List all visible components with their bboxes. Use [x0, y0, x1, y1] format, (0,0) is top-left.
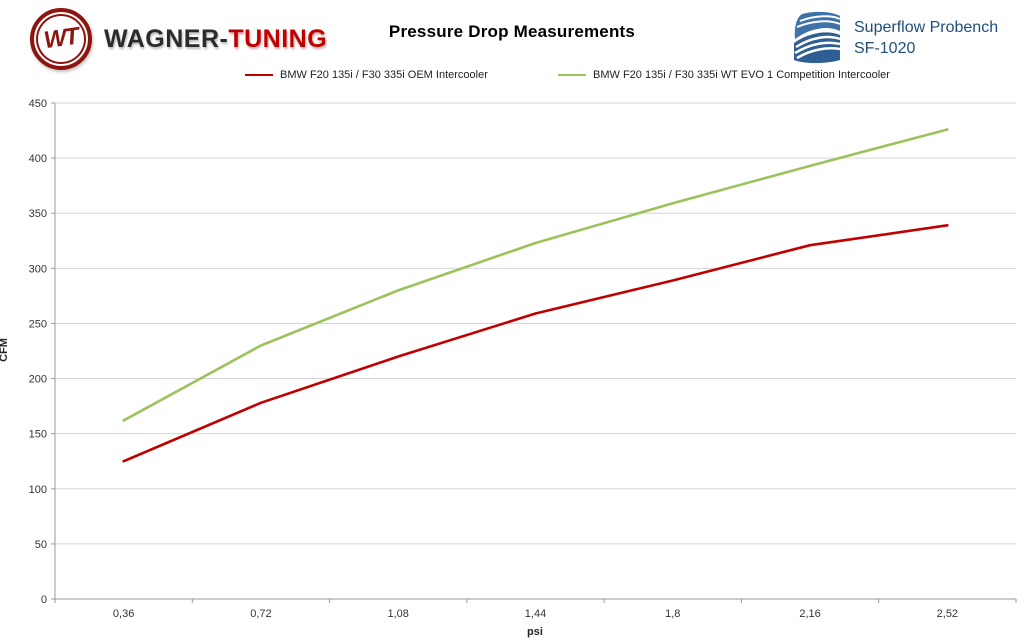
page-title: Pressure Drop Measurements: [388, 22, 636, 41]
svg-text:0,36: 0,36: [113, 608, 134, 620]
svg-text:50: 50: [35, 539, 47, 551]
brand-wordmark-left: WAGNER-: [104, 24, 229, 53]
legend-swatch-evo: [558, 74, 586, 76]
legend-item-oem: BMW F20 135i / F30 335i OEM Intercooler: [245, 69, 488, 81]
svg-text:450: 450: [29, 98, 47, 110]
svg-text:2,52: 2,52: [937, 608, 958, 620]
legend-label-evo: BMW F20 135i / F30 335i WT EVO 1 Competi…: [593, 69, 890, 81]
superflow-probench-logo: Superflow Probench SF-1020: [790, 11, 998, 65]
wagner-tuning-emblem-icon: WT: [30, 8, 92, 70]
x-axis-title: psi: [527, 626, 543, 638]
bench-name-line2: SF-1020: [854, 40, 916, 57]
svg-text:400: 400: [29, 153, 47, 165]
svg-text:1,08: 1,08: [388, 608, 409, 620]
svg-text:150: 150: [29, 429, 47, 441]
bench-name-line1: Superflow Probench: [854, 19, 999, 36]
svg-text:250: 250: [29, 318, 47, 330]
superflow-wave-icon: [794, 11, 841, 63]
brand-wordmark-right: TUNING: [228, 24, 328, 53]
brand-wordmark: WAGNER-TUNING: [104, 25, 327, 54]
svg-text:0: 0: [41, 594, 47, 606]
legend-label-oem: BMW F20 135i / F30 335i OEM Intercooler: [280, 69, 488, 81]
svg-text:100: 100: [29, 484, 47, 496]
svg-text:1,8: 1,8: [665, 608, 680, 620]
legend-swatch-oem: [245, 74, 273, 76]
svg-text:300: 300: [29, 263, 47, 275]
legend-item-evo: BMW F20 135i / F30 335i WT EVO 1 Competi…: [558, 69, 890, 81]
svg-text:350: 350: [29, 208, 47, 220]
y-axis-title: CFM: [0, 338, 10, 362]
svg-text:200: 200: [29, 374, 47, 386]
svg-text:0,72: 0,72: [250, 608, 271, 620]
wagner-tuning-logo: WT WAGNER-TUNING: [30, 8, 327, 70]
svg-text:2,16: 2,16: [799, 608, 820, 620]
svg-text:1,44: 1,44: [525, 608, 546, 620]
bench-name: Superflow Probench SF-1020: [854, 17, 998, 59]
